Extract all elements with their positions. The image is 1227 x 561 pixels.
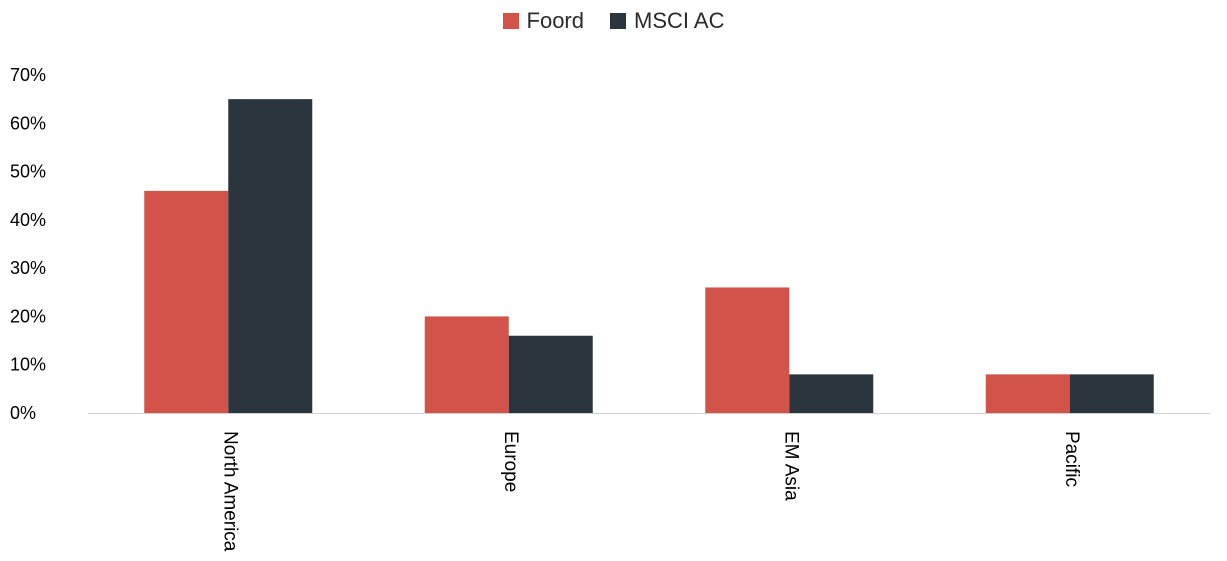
- x-category-label: EM Asia: [780, 431, 801, 501]
- y-axis: 0% 10% 20% 30% 40% 50% 60% 70%: [10, 65, 46, 423]
- y-tick-label: 10%: [10, 355, 46, 375]
- legend-item-foord: Foord: [502, 8, 584, 34]
- y-tick-label: 70%: [10, 65, 46, 85]
- bar-msci-ac-europe: [508, 335, 593, 413]
- bar-msci-ac-em-asia: [789, 374, 874, 413]
- bar-msci-ac-pacific: [1069, 374, 1154, 413]
- bar-foord-europe: [424, 316, 509, 413]
- x-category-label: Europe: [500, 431, 521, 492]
- legend-swatch-foord: [502, 13, 519, 29]
- y-tick-label: 50%: [10, 162, 46, 182]
- y-tick-label: 60%: [10, 113, 46, 133]
- x-axis-labels: North America Europe EM Asia Pacific: [219, 431, 1082, 552]
- bar-foord-em-asia: [705, 287, 790, 413]
- legend-label-msci-ac: MSCI AC: [634, 8, 725, 33]
- chart-legend: Foord MSCI AC: [0, 8, 1227, 34]
- x-category-label: Pacific: [1061, 431, 1082, 487]
- legend-swatch-msci-ac: [610, 13, 626, 29]
- y-tick-label: 0%: [10, 403, 36, 423]
- bar-foord-north-america: [144, 190, 229, 413]
- legend-item-msci-ac: MSCI AC: [610, 8, 724, 34]
- y-tick-label: 30%: [10, 258, 46, 278]
- y-tick-label: 40%: [10, 210, 46, 230]
- y-tick-label: 20%: [10, 306, 46, 326]
- legend-label-foord: Foord: [526, 8, 584, 33]
- bar-foord-pacific: [985, 374, 1070, 413]
- bar-msci-ac-north-america: [228, 99, 313, 414]
- x-category-label: North America: [219, 431, 240, 552]
- bars: [144, 99, 1154, 414]
